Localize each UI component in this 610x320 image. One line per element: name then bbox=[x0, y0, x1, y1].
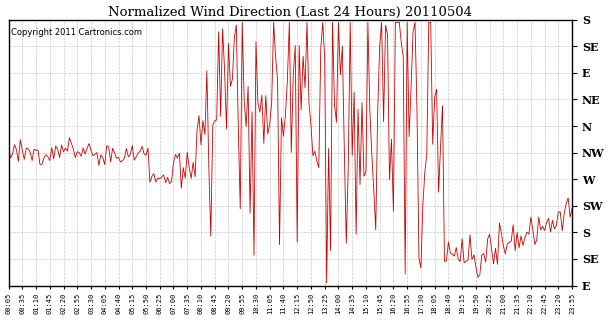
Text: Copyright 2011 Cartronics.com: Copyright 2011 Cartronics.com bbox=[12, 28, 142, 37]
Title: Normalized Wind Direction (Last 24 Hours) 20110504: Normalized Wind Direction (Last 24 Hours… bbox=[109, 5, 472, 19]
